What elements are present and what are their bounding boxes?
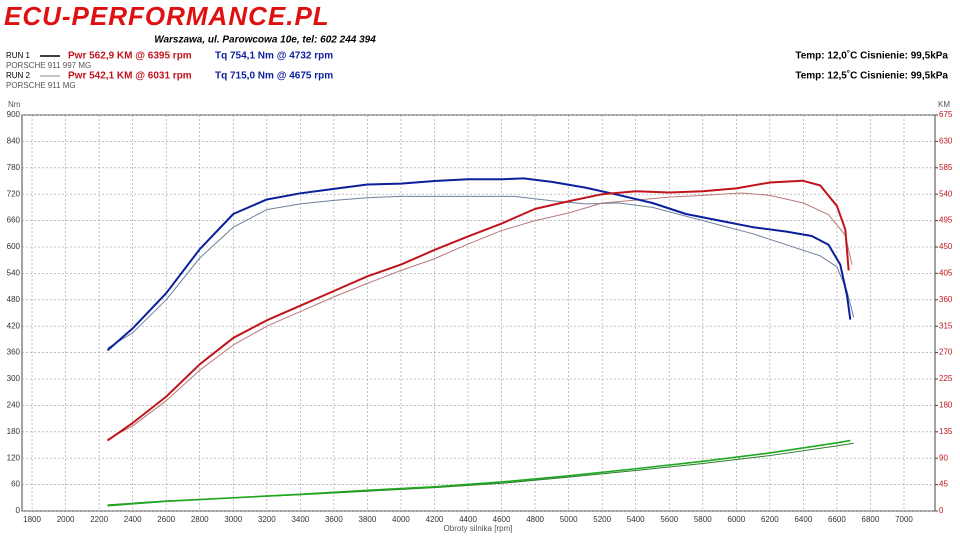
y2-tick-label: 90 xyxy=(939,453,948,462)
address: Warszawa, ul. Parowcowa 10e, tel: 602 24… xyxy=(154,35,376,46)
y2-tick-label: 0 xyxy=(939,506,944,515)
x-tick-label: 3800 xyxy=(359,515,377,524)
series-line xyxy=(106,177,852,352)
y2-tick-label: 495 xyxy=(939,216,953,225)
y-tick-label: 600 xyxy=(7,242,21,251)
x-tick-label: 6800 xyxy=(862,515,880,524)
y2-tick-label: 135 xyxy=(939,427,953,436)
y-tick-label: 180 xyxy=(7,427,21,436)
y-tick-label: 240 xyxy=(7,401,21,410)
y-axis-title: Nm xyxy=(8,100,21,109)
y-tick-label: 60 xyxy=(11,480,20,489)
y2-tick-label: 270 xyxy=(939,348,953,357)
run-conditions: Temp: 12,0˚C Cisnienie: 99,5kPa xyxy=(795,50,948,62)
x-tick-label: 2600 xyxy=(157,515,175,524)
y2-tick-label: 360 xyxy=(939,295,953,304)
run-conditions: Temp: 12,5˚C Cisnienie: 99,5kPa xyxy=(795,70,948,82)
run-power: Pwr 542,1 KM @ 6031 rpm xyxy=(68,71,192,82)
brand-title: ECU-PERFORMANCE.PL xyxy=(4,1,330,31)
x-axis-title: Obroty silnika [rpm] xyxy=(444,524,513,533)
x-tick-label: 4400 xyxy=(459,515,477,524)
x-tick-label: 2000 xyxy=(57,515,75,524)
x-tick-label: 2800 xyxy=(191,515,209,524)
y-tick-label: 0 xyxy=(16,506,21,515)
y2-tick-label: 45 xyxy=(939,480,948,489)
y2-tick-label: 630 xyxy=(939,137,953,146)
x-tick-label: 5000 xyxy=(560,515,578,524)
x-tick-label: 4600 xyxy=(493,515,511,524)
y-tick-label: 780 xyxy=(7,163,21,172)
x-tick-label: 3400 xyxy=(291,515,309,524)
run-torque: Tq 715,0 Nm @ 4675 rpm xyxy=(215,71,333,82)
y2-axis-title: KM xyxy=(938,100,950,109)
y-tick-label: 540 xyxy=(7,269,21,278)
x-tick-label: 6600 xyxy=(828,515,846,524)
y-tick-label: 480 xyxy=(7,295,21,304)
x-tick-label: 4000 xyxy=(392,515,410,524)
x-tick-label: 5200 xyxy=(593,515,611,524)
y2-tick-label: 405 xyxy=(939,269,953,278)
run-car: PORSCHE 911 MG xyxy=(6,81,76,90)
series-line xyxy=(106,179,850,442)
x-tick-label: 5600 xyxy=(660,515,678,524)
y2-tick-label: 585 xyxy=(939,163,953,172)
y-tick-label: 900 xyxy=(7,110,21,119)
run-car: PORSCHE 911 997 MG xyxy=(6,61,91,70)
y-tick-label: 660 xyxy=(7,216,21,225)
run-label: RUN 2 xyxy=(6,71,31,80)
x-tick-label: 2200 xyxy=(90,515,108,524)
series-line xyxy=(107,439,851,507)
x-tick-label: 5800 xyxy=(694,515,712,524)
x-tick-label: 2400 xyxy=(124,515,142,524)
y-tick-label: 840 xyxy=(7,137,21,146)
run-label: RUN 1 xyxy=(6,51,31,60)
y-tick-label: 720 xyxy=(7,189,21,198)
x-tick-label: 5400 xyxy=(627,515,645,524)
y2-tick-label: 675 xyxy=(939,110,953,119)
run-power: Pwr 562,9 KM @ 6395 rpm xyxy=(68,51,192,62)
x-tick-label: 4200 xyxy=(426,515,444,524)
x-tick-label: 1800 xyxy=(23,515,41,524)
run-torque: Tq 754,1 Nm @ 4732 rpm xyxy=(215,51,333,62)
y-tick-label: 420 xyxy=(7,321,21,330)
x-tick-label: 4800 xyxy=(526,515,544,524)
x-tick-label: 6000 xyxy=(727,515,745,524)
y2-tick-label: 450 xyxy=(939,242,953,251)
x-tick-label: 3200 xyxy=(258,515,276,524)
series-line xyxy=(107,192,853,440)
series-line xyxy=(107,195,855,349)
y2-tick-label: 540 xyxy=(939,189,953,198)
x-tick-label: 6400 xyxy=(794,515,812,524)
x-tick-label: 3000 xyxy=(224,515,242,524)
y-tick-label: 300 xyxy=(7,374,21,383)
x-tick-label: 3600 xyxy=(325,515,343,524)
y2-tick-label: 225 xyxy=(939,374,953,383)
x-tick-label: 7000 xyxy=(895,515,913,524)
y2-tick-label: 180 xyxy=(939,401,953,410)
y-tick-label: 360 xyxy=(7,348,21,357)
y-tick-label: 120 xyxy=(7,453,21,462)
y2-tick-label: 315 xyxy=(939,321,953,330)
x-tick-label: 6200 xyxy=(761,515,779,524)
